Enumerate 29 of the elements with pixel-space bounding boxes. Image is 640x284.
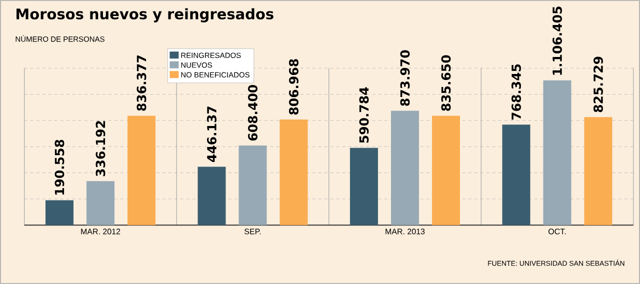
data-label: 825.729: [594, 56, 603, 112]
bar: [432, 116, 460, 226]
data-label: 836.377: [136, 56, 146, 111]
chart-title: Morosos nuevos y reingresados: [16, 8, 274, 22]
bar: [45, 200, 74, 226]
bar: [238, 146, 267, 226]
bar: [543, 80, 572, 226]
data-label: 835.650: [441, 55, 451, 111]
data-label: 190.558: [54, 140, 64, 195]
data-label: 1.106.405: [552, 6, 562, 75]
bar: [350, 148, 378, 226]
x-tick-label: MAR. 2012: [81, 228, 120, 234]
data-label: 446.137: [207, 106, 216, 162]
data-label: 806.968: [289, 59, 298, 115]
x-tick-label: SEP.: [244, 228, 261, 234]
bar: [390, 110, 419, 226]
x-tick-label: MAR. 2013: [386, 228, 425, 234]
bar: [280, 120, 308, 226]
x-tick-label: OCT.: [548, 228, 566, 234]
data-label: 873.970: [400, 50, 410, 106]
data-label: 590.784: [359, 87, 369, 143]
data-label: 608.400: [248, 84, 258, 141]
bar: [86, 181, 114, 226]
data-label: 336.192: [96, 121, 106, 176]
bar: [502, 124, 530, 226]
bar: [127, 116, 156, 226]
bar: [584, 117, 612, 226]
bar: [198, 166, 226, 226]
data-label: 768.345: [512, 64, 521, 120]
